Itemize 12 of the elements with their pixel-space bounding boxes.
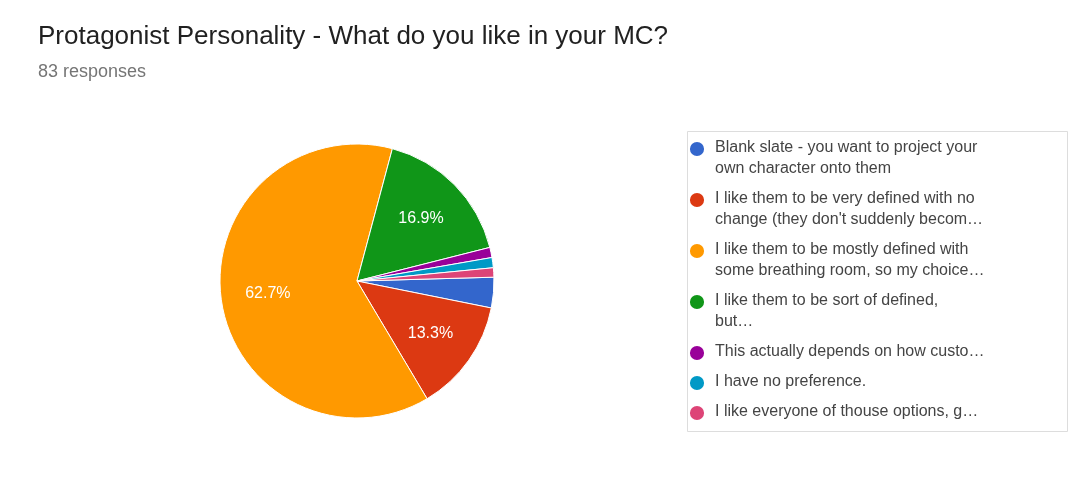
data-label: 62.7% — [245, 284, 291, 302]
legend-label: I have no preference. — [715, 372, 867, 389]
data-label: 13.3% — [407, 324, 454, 342]
legend-label: I like them to be very defined with no change (they don't suddenly becom… — [715, 189, 984, 227]
chart-subtitle: 83 responses — [38, 60, 147, 81]
legend-label: I like them to be mostly defined with some breathing room, so my choice… — [715, 240, 985, 278]
legend-label: I like everyone of thouse options, g… — [715, 402, 979, 419]
data-label: 16.9% — [398, 208, 444, 226]
legend-label: I like them to be sort of defined, but… — [715, 291, 939, 329]
chart-title: Protagonist Personality - What do you like in your MC? — [38, 19, 669, 50]
legend-label: Blank slate - you want to project your own character onto them — [715, 138, 979, 176]
legend-label: This actually depends on how custo… — [715, 342, 985, 359]
